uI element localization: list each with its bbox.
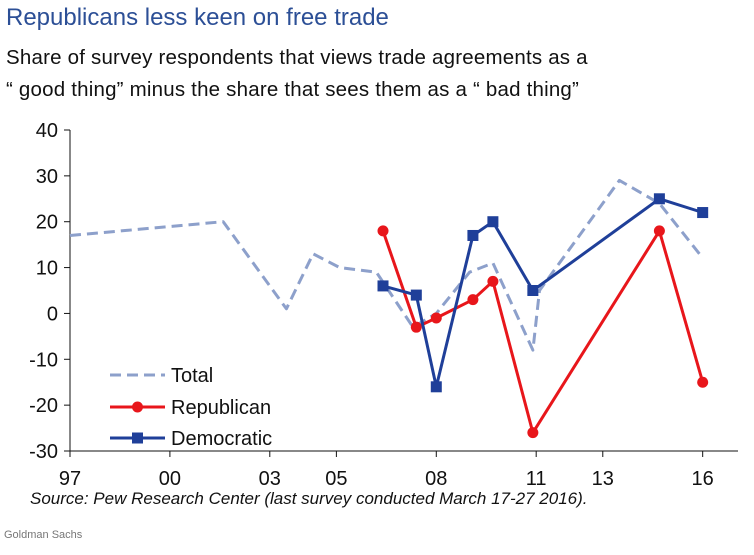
- x-tick-label: 16: [692, 468, 714, 490]
- y-tick-label: 20: [36, 212, 58, 234]
- legend-republican-marker: [132, 401, 143, 413]
- x-tick-label: 13: [592, 468, 614, 490]
- republican-data-point: [377, 225, 389, 237]
- total-series-line: [69, 178, 701, 352]
- legend-total-label: Total: [171, 365, 213, 387]
- x-tick-label: 97: [59, 468, 81, 490]
- y-tick-label: -30: [29, 441, 58, 463]
- republican-series-line: [381, 229, 705, 435]
- x-tick-label: 05: [325, 468, 347, 490]
- democratic-data-point: [487, 216, 499, 228]
- republican-data-point: [430, 312, 442, 324]
- democratic-series-line: [382, 197, 704, 389]
- democratic-data-point: [697, 207, 709, 219]
- series-layer: [69, 178, 709, 439]
- y-tick-label: 10: [36, 258, 58, 280]
- legend: Total Republican Democratic: [110, 365, 272, 450]
- y-tick-label: -10: [29, 349, 58, 371]
- source-note: Source: Pew Research Center (last survey…: [30, 489, 588, 508]
- x-tick-label: 08: [425, 468, 447, 490]
- republican-data-point: [487, 275, 499, 287]
- chart-title: Republicans less keen on free trade: [6, 4, 389, 31]
- legend-democratic-label: Democratic: [171, 428, 272, 450]
- x-tick-label: 11: [526, 468, 547, 490]
- subtitle-line-1: Share of survey respondents that views t…: [6, 46, 588, 69]
- legend-democratic-marker: [132, 432, 143, 444]
- x-tick-label: 00: [159, 468, 181, 490]
- legend-republican-label: Republican: [171, 397, 271, 419]
- subtitle-line-2: “ good thing” minus the share that sees …: [6, 78, 580, 101]
- y-tick-label: 40: [36, 120, 58, 142]
- y-tick-label: 0: [47, 303, 58, 325]
- chart-subtitle: Share of survey respondents that views t…: [6, 42, 751, 106]
- democratic-data-point: [377, 280, 389, 292]
- democratic-data-point: [410, 289, 422, 301]
- y-tick-label: -20: [29, 395, 58, 417]
- republican-data-point: [697, 376, 709, 388]
- x-tick-label: 03: [259, 468, 281, 490]
- republican-data-point: [467, 294, 479, 306]
- republican-data-point: [410, 321, 422, 333]
- y-tick-label: 30: [36, 166, 58, 188]
- democratic-data-point: [653, 193, 665, 205]
- democratic-data-point: [527, 285, 539, 296]
- democratic-data-point: [467, 229, 479, 241]
- republican-data-point: [653, 225, 665, 237]
- republican-data-point: [527, 427, 539, 439]
- brand-label: Goldman Sachs: [4, 529, 83, 541]
- democratic-data-point: [430, 381, 442, 393]
